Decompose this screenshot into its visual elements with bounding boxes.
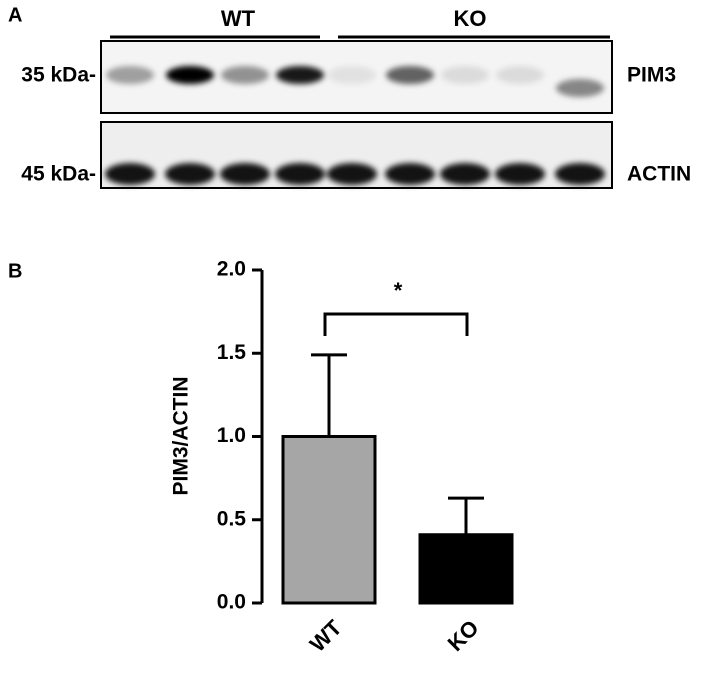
bar [418,533,514,605]
band [385,163,435,185]
band [105,163,155,185]
group-label: WT [221,6,256,31]
band [165,163,215,185]
x-tick-label: KO [443,615,484,656]
group-label: KO [454,6,487,31]
protein-label: ACTIN [627,163,691,186]
panel-label: A [8,4,22,26]
band [328,66,376,84]
marker-label: 45 kDa- [21,163,96,186]
bar [281,435,377,605]
significance-bracket [323,312,469,336]
plot: 0.0 0.5 1.0 1.5 2.0 WT KO * [217,258,514,657]
y-axis-label: PIM3/ACTIN [170,376,193,495]
band [495,163,545,185]
band [555,163,605,185]
band [556,79,604,97]
bands [105,66,605,185]
panel-label: B [8,260,22,282]
band [166,66,214,84]
band [386,66,434,84]
y-tick-label: 1.5 [217,341,247,364]
band [496,66,544,84]
band [106,66,154,84]
band [220,163,270,185]
band [327,163,377,185]
band [440,163,490,185]
band [276,66,324,84]
y-tick-label: 2.0 [217,258,246,281]
band [221,66,269,84]
band [441,66,489,84]
y-tick-label: 0.0 [217,591,246,614]
y-tick-label: 0.5 [217,507,247,530]
protein-label: PIM3 [627,64,676,87]
marker-label: 35 kDa- [21,64,96,87]
band [275,163,325,185]
x-tick-label: WT [305,615,347,657]
significance-label: * [394,278,403,303]
y-tick-label: 1.0 [217,424,246,447]
